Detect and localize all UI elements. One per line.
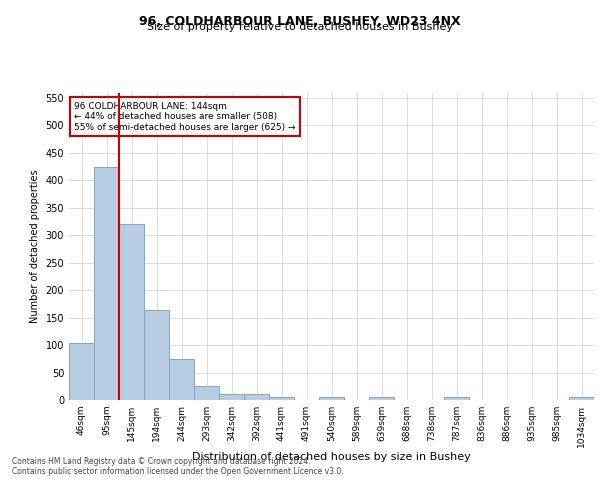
Text: Size of property relative to detached houses in Bushey: Size of property relative to detached ho…: [147, 22, 453, 32]
Bar: [119, 224, 144, 400]
Bar: [144, 310, 169, 400]
Text: 96 COLDHARBOUR LANE: 144sqm
← 44% of detached houses are smaller (508)
55% of se: 96 COLDHARBOUR LANE: 144sqm ← 44% of det…: [74, 102, 296, 132]
Bar: [169, 359, 194, 400]
Text: Contains HM Land Registry data © Crown copyright and database right 2024.: Contains HM Land Registry data © Crown c…: [12, 458, 311, 466]
Bar: [244, 394, 269, 400]
Bar: [369, 398, 394, 400]
Bar: [194, 386, 219, 400]
Text: Contains public sector information licensed under the Open Government Licence v3: Contains public sector information licen…: [12, 468, 344, 476]
Bar: [269, 396, 294, 400]
X-axis label: Distribution of detached houses by size in Bushey: Distribution of detached houses by size …: [192, 452, 471, 462]
Bar: [94, 166, 119, 400]
Y-axis label: Number of detached properties: Number of detached properties: [30, 170, 40, 323]
Bar: [69, 344, 94, 400]
Bar: [569, 398, 594, 400]
Bar: [444, 398, 469, 400]
Bar: [219, 394, 244, 400]
Text: 96, COLDHARBOUR LANE, BUSHEY, WD23 4NX: 96, COLDHARBOUR LANE, BUSHEY, WD23 4NX: [139, 15, 461, 28]
Bar: [319, 398, 344, 400]
